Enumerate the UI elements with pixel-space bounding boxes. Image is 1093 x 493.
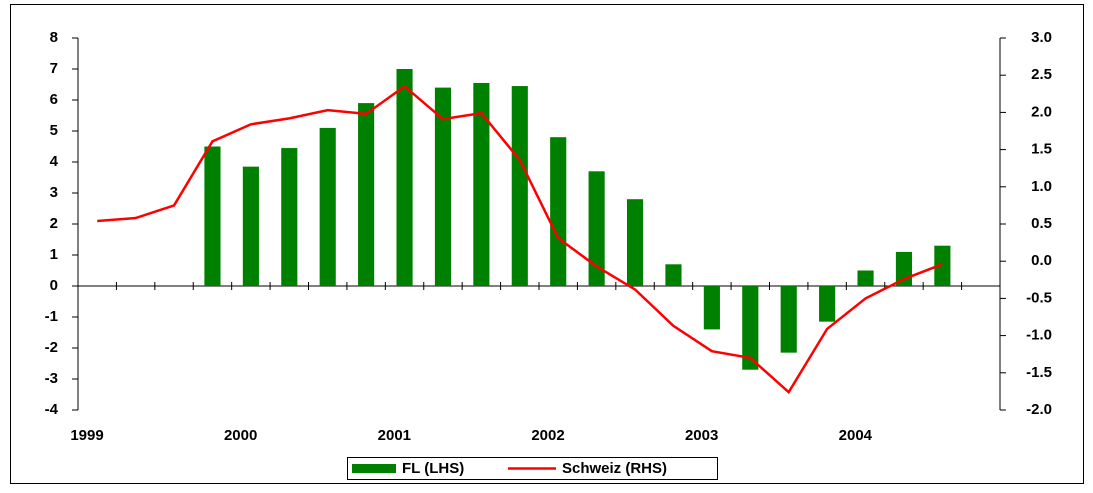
y-tick-label: 1 xyxy=(50,246,58,263)
y-tick-label: -4 xyxy=(45,401,59,418)
y-tick-label: 0 xyxy=(50,277,58,294)
x-tick-label: 2004 xyxy=(839,427,873,444)
bar xyxy=(588,171,605,286)
bar xyxy=(857,270,874,286)
x-tick-label: 1999 xyxy=(70,427,103,444)
bar xyxy=(396,69,413,286)
bar xyxy=(319,127,336,287)
x-tick-label: 2000 xyxy=(224,427,257,444)
y-tick-label: -1 xyxy=(45,308,58,325)
x-tick-label: 2001 xyxy=(378,427,411,444)
bar xyxy=(742,286,759,370)
y2-tick-label: 0.5 xyxy=(1031,215,1052,232)
bar xyxy=(626,199,644,286)
line xyxy=(97,84,943,395)
y2-tick-label: 2.0 xyxy=(1031,103,1052,120)
y2-tick-label: 1.5 xyxy=(1031,141,1052,158)
legend-swatch xyxy=(352,464,396,473)
y-tick-label: 4 xyxy=(50,153,59,170)
y-tick-label: 3 xyxy=(50,184,58,201)
legend-label: Schweiz (RHS) xyxy=(562,460,667,477)
bar xyxy=(703,286,720,330)
y2-tick-label: 3.0 xyxy=(1031,29,1052,46)
bar xyxy=(434,87,452,286)
y2-tick-label: -2.0 xyxy=(1026,401,1052,418)
bar xyxy=(780,286,797,353)
bar xyxy=(473,82,490,286)
y-tick-label: 8 xyxy=(50,29,58,46)
bar xyxy=(665,264,682,286)
y2-tick-label: -0.5 xyxy=(1026,289,1052,306)
y-tick-label: 2 xyxy=(50,215,58,232)
y-tick-label: -3 xyxy=(45,370,58,387)
bar xyxy=(934,245,951,286)
y-tick-label: -2 xyxy=(45,339,58,356)
y-tick-label: 5 xyxy=(50,122,58,139)
bar xyxy=(358,103,375,286)
y2-tick-label: -1.5 xyxy=(1026,364,1052,381)
bar xyxy=(550,137,567,286)
legend-label: FL (LHS) xyxy=(402,460,464,477)
y2-tick-label: 1.0 xyxy=(1031,178,1052,195)
y2-tick-label: 0.0 xyxy=(1031,252,1052,269)
y2-tick-label: -1.0 xyxy=(1026,327,1052,344)
bar xyxy=(819,286,836,322)
bar xyxy=(281,148,298,286)
y-tick-label: 7 xyxy=(50,60,58,77)
bar xyxy=(242,166,259,286)
bar xyxy=(511,86,528,286)
bar xyxy=(204,146,221,286)
y2-tick-label: 2.5 xyxy=(1031,66,1052,83)
chart-frame xyxy=(10,4,1084,484)
x-tick-label: 2003 xyxy=(685,427,718,444)
x-tick-label: 2002 xyxy=(531,427,564,444)
y-tick-label: 6 xyxy=(50,91,58,108)
